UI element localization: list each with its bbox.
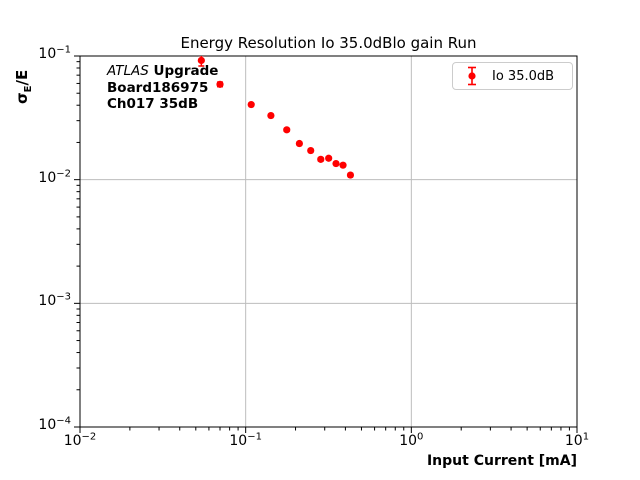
y-tick-label: 10−2 — [38, 168, 71, 186]
x-tick-label: 100 — [399, 431, 424, 449]
y-tick-label: 10−4 — [38, 415, 71, 433]
data-point — [346, 171, 355, 179]
data-point — [339, 161, 347, 169]
data-point — [325, 154, 333, 162]
annotation-upgrade: Upgrade — [148, 63, 219, 79]
annotation-line-1: ATLAS Upgrade — [107, 63, 218, 80]
y-tick-label: 10−3 — [38, 291, 71, 310]
axis-ticks — [74, 55, 578, 433]
data-point — [267, 111, 275, 120]
gridlines — [80, 56, 577, 427]
x-tick-label: 10−2 — [63, 431, 97, 449]
legend-label: Io 35.0dB — [492, 68, 555, 84]
chart-title: Energy Resolution Io 35.0dBlo gain Run — [180, 34, 477, 52]
data-point — [307, 146, 315, 155]
data-point — [317, 155, 325, 163]
x-tick-label: 10−1 — [229, 431, 262, 449]
data-point — [295, 139, 303, 148]
x-tick-label: 101 — [564, 431, 590, 449]
x-axis-label: Input Current [mA] — [426, 453, 577, 469]
legend: Io 35.0dB — [452, 62, 573, 90]
data-point — [247, 100, 255, 109]
annotation-experiment: ATLAS — [107, 63, 149, 79]
data-point — [216, 80, 224, 88]
legend-errorbar-icon — [468, 66, 476, 86]
data-point — [283, 126, 291, 134]
y-tick-label: 10−1 — [38, 44, 71, 62]
data-point — [332, 159, 340, 168]
annotation-channel: Ch017 35dB — [107, 96, 199, 112]
series-Io 35.0dB — [197, 56, 355, 179]
plot-spines — [79, 55, 578, 428]
annotation-block: ATLAS Upgrade Board186975 Ch017 35dB — [107, 63, 218, 113]
annotation-board: Board186975 — [107, 79, 209, 96]
data-point — [197, 56, 205, 65]
